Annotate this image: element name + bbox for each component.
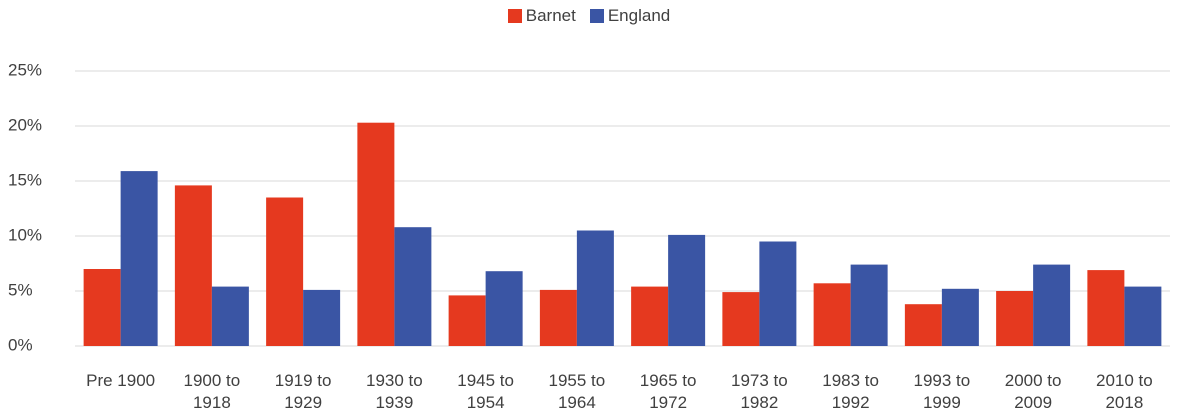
bar bbox=[1087, 270, 1125, 346]
bar bbox=[668, 234, 706, 346]
bar bbox=[996, 291, 1034, 346]
bar bbox=[448, 295, 486, 346]
bar bbox=[904, 304, 942, 346]
bar bbox=[1124, 286, 1162, 346]
bar bbox=[357, 122, 395, 346]
x-tick-label: 1973 to 1982 bbox=[731, 371, 788, 412]
bar bbox=[485, 271, 523, 346]
y-tick-label: 10% bbox=[8, 225, 42, 244]
bar bbox=[266, 197, 304, 346]
legend-swatch bbox=[589, 9, 604, 23]
legend-swatch bbox=[507, 9, 522, 23]
legend-item: Barnet bbox=[507, 6, 576, 26]
bar bbox=[211, 286, 249, 346]
y-tick-label: 25% bbox=[8, 60, 42, 79]
x-tick-label: 1945 to 1954 bbox=[457, 371, 514, 412]
x-tick-label: 1900 to 1918 bbox=[183, 371, 241, 412]
x-tick-label: 1993 to 1999 bbox=[913, 371, 971, 412]
legend: Barnet England bbox=[0, 6, 1178, 26]
bar bbox=[722, 292, 760, 346]
bar bbox=[813, 283, 851, 346]
legend-item: England bbox=[589, 6, 671, 26]
x-tick-label: 1930 to 1939 bbox=[366, 371, 423, 412]
bar bbox=[1033, 264, 1071, 346]
bar bbox=[576, 230, 614, 346]
bar bbox=[303, 289, 341, 346]
bar bbox=[539, 289, 577, 346]
x-tick-label: 1955 to 1964 bbox=[548, 371, 606, 412]
bar bbox=[941, 288, 979, 346]
x-tick-label: 1965 to 1972 bbox=[639, 371, 697, 412]
x-tick-label: 1983 to 1992 bbox=[822, 371, 879, 412]
x-tick-label: 1919 to 1929 bbox=[274, 371, 332, 412]
y-tick-label: 15% bbox=[8, 170, 42, 189]
y-tick-label: 5% bbox=[8, 280, 33, 299]
bar bbox=[83, 269, 121, 346]
legend-label: Barnet bbox=[525, 6, 576, 25]
bar bbox=[394, 227, 432, 346]
y-tick-label: 20% bbox=[8, 115, 42, 134]
x-tick-label: 2000 to 2009 bbox=[1004, 371, 1062, 412]
bar bbox=[120, 171, 158, 346]
legend-label: England bbox=[607, 6, 671, 25]
bar bbox=[850, 264, 888, 346]
x-tick-label: 2010 to 2018 bbox=[1096, 371, 1153, 412]
x-tick-label: Pre 1900 bbox=[86, 371, 156, 390]
bar bbox=[759, 241, 797, 346]
y-tick-label: 0% bbox=[8, 335, 33, 354]
bar bbox=[174, 185, 212, 346]
bar bbox=[631, 286, 669, 346]
